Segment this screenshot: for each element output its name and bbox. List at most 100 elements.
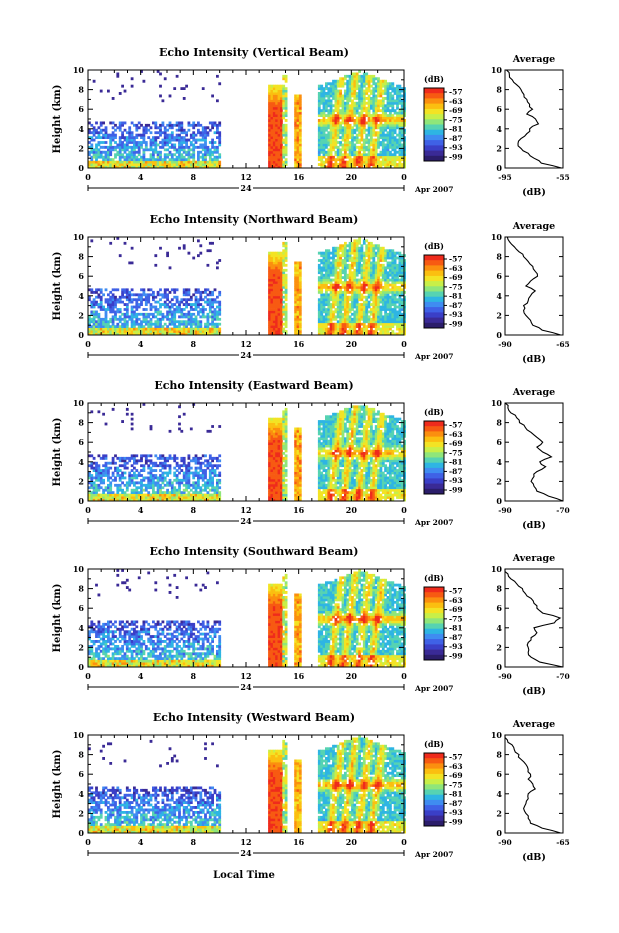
- profile-x-label: (dB): [522, 354, 546, 365]
- profile-y-tick-label: 6: [496, 603, 502, 613]
- date-label: Apr 2007: [414, 352, 454, 361]
- y-tick-label: 2: [78, 310, 84, 320]
- colorbar-tick-label: -75: [449, 448, 463, 457]
- x-tick-label: 4: [138, 837, 144, 847]
- colorbar-tick-label: -99: [449, 153, 463, 162]
- x-tick-label: 0: [401, 505, 407, 515]
- x-tick-label: 16: [293, 837, 305, 847]
- profile-frame: [505, 735, 563, 833]
- profile-x-label: (dB): [522, 686, 546, 697]
- date-label: Apr 2007: [414, 684, 454, 693]
- panel-2: Echo Intensity (Northward Beam)0246810He…: [52, 213, 570, 365]
- y-tick-label: 6: [78, 769, 84, 779]
- y-tick-label: 2: [78, 642, 84, 652]
- y-tick-label: 0: [78, 163, 84, 173]
- profile-y-tick-label: 4: [496, 789, 502, 799]
- x-tick-label: 4: [138, 339, 144, 349]
- colorbar: (dB)-57-63-69-75-81-87-93-99: [424, 74, 463, 162]
- profile-y-tick-label: 2: [496, 143, 502, 153]
- colorbar-tick-label: -93: [449, 808, 463, 817]
- heatmap-field: [88, 403, 406, 501]
- y-tick-label: 10: [73, 564, 85, 574]
- y-tick-label: 0: [78, 828, 84, 838]
- profile-y-tick-label: 0: [496, 163, 502, 173]
- profile-y-tick-label: 8: [496, 750, 502, 760]
- colorbar-unit: (dB): [424, 739, 444, 749]
- profile-y-tick-label: 6: [496, 437, 502, 447]
- x-tick-label: 12: [240, 339, 251, 349]
- y-tick-label: 4: [78, 789, 84, 799]
- profile-line: [506, 70, 561, 168]
- x-tick-label: 0: [85, 837, 91, 847]
- y-tick-label: 2: [78, 476, 84, 486]
- colorbar-tick-label: -75: [449, 282, 463, 291]
- profile-x-tick-label: -70: [556, 672, 570, 681]
- profile-y-tick-label: 8: [496, 584, 502, 594]
- x-tick-label: 12: [240, 671, 251, 681]
- x-tick-label: 20: [346, 837, 358, 847]
- profile-title: Average: [512, 54, 555, 65]
- x-tick-label: 4: [138, 172, 144, 182]
- profile-line: [507, 237, 560, 335]
- x-tick-label: 8: [191, 505, 197, 515]
- profile-y-tick-label: 0: [496, 828, 502, 838]
- y-tick-label: 10: [73, 232, 85, 242]
- colorbar-tick-label: -57: [449, 587, 463, 596]
- profile-y-tick-label: 4: [496, 457, 502, 467]
- colorbar-tick-label: -93: [449, 310, 463, 319]
- profile-x-tick-label: -70: [556, 506, 570, 515]
- profile-y-tick-label: 0: [496, 330, 502, 340]
- profile-x-tick-label: -65: [556, 838, 570, 847]
- profile-x-tick-label: -65: [556, 340, 570, 349]
- colorbar-tick-label: -81: [449, 125, 463, 134]
- x-tick-label: 8: [191, 671, 197, 681]
- profile-y-tick-label: 10: [491, 398, 503, 408]
- x-tick-label: 20: [346, 172, 358, 182]
- colorbar-tick-label: -99: [449, 320, 463, 329]
- profile-y-tick-label: 10: [491, 65, 503, 75]
- y-axis-label: Height (km): [52, 418, 63, 487]
- profile-y-tick-label: 10: [491, 730, 503, 740]
- y-tick-label: 4: [78, 457, 84, 467]
- colorbar-tick-label: -87: [449, 301, 463, 310]
- profile-x-tick-label: -55: [556, 173, 570, 182]
- panel-title: Echo Intensity (Vertical Beam): [159, 46, 349, 59]
- profile-title: Average: [512, 387, 555, 398]
- day-label: 24: [240, 682, 252, 692]
- x-tick-label: 0: [85, 172, 91, 182]
- profile-y-tick-label: 8: [496, 418, 502, 428]
- y-tick-label: 0: [78, 330, 84, 340]
- profile-frame: [505, 237, 563, 335]
- profile-y-tick-label: 8: [496, 85, 502, 95]
- profile-y-tick-label: 6: [496, 769, 502, 779]
- x-tick-label: 16: [293, 339, 305, 349]
- y-tick-label: 6: [78, 271, 84, 281]
- profile-x-tick-label: -90: [498, 340, 512, 349]
- x-tick-label: 8: [191, 837, 197, 847]
- profile-x-label: (dB): [522, 187, 546, 198]
- x-tick-label: 0: [401, 339, 407, 349]
- date-label: Apr 2007: [414, 185, 454, 194]
- colorbar-tick-label: -63: [449, 97, 463, 106]
- panel-3: Echo Intensity (Eastward Beam)0246810Hei…: [52, 379, 570, 531]
- y-tick-label: 8: [78, 584, 84, 594]
- profile-line: [505, 569, 563, 667]
- profile-frame: [505, 70, 563, 168]
- colorbar-tick-label: -63: [449, 596, 463, 605]
- profile-y-tick-label: 2: [496, 310, 502, 320]
- x-tick-label: 12: [240, 505, 251, 515]
- x-tick-label: 0: [85, 505, 91, 515]
- profile-x-tick-label: -90: [498, 838, 512, 847]
- panel-title: Echo Intensity (Southward Beam): [150, 545, 359, 558]
- day-label: 24: [240, 350, 252, 360]
- profile-y-tick-label: 0: [496, 662, 502, 672]
- x-tick-label: 0: [401, 837, 407, 847]
- x-tick-label: 16: [293, 505, 305, 515]
- profile-y-tick-label: 10: [491, 564, 503, 574]
- y-tick-label: 10: [73, 398, 85, 408]
- y-axis-label: Height (km): [52, 252, 63, 321]
- y-axis-label: Height (km): [52, 750, 63, 819]
